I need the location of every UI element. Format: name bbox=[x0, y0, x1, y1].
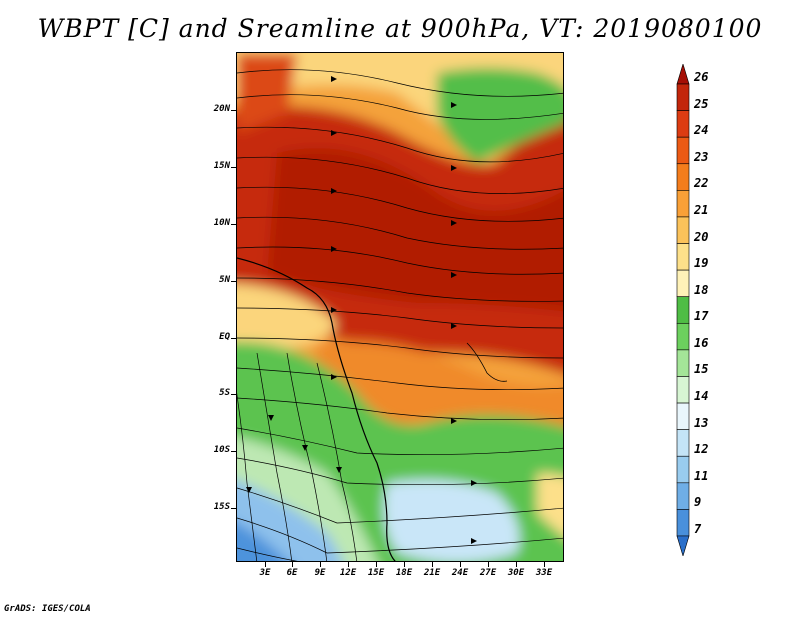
coastline bbox=[237, 257, 396, 561]
lat-tick: EQ bbox=[219, 332, 230, 342]
lat-tick-mark bbox=[231, 451, 236, 452]
lake-outline bbox=[466, 342, 508, 382]
colorbar-label: 20 bbox=[694, 229, 709, 244]
colorbar-swatch bbox=[676, 190, 690, 218]
colorbar-swatch bbox=[676, 269, 690, 298]
lat-tick: 10N bbox=[213, 218, 230, 228]
map-panel bbox=[236, 52, 564, 562]
lon-tick-mark bbox=[544, 562, 545, 567]
lon-tick: 3E bbox=[259, 568, 271, 578]
lon-tick-mark bbox=[516, 562, 517, 567]
colorbar-label: 16 bbox=[694, 335, 709, 350]
colorbar-swatch bbox=[676, 402, 690, 430]
colorbar-label: 25 bbox=[694, 96, 709, 111]
lat-tick-mark bbox=[231, 167, 236, 168]
colorbar-swatch bbox=[676, 243, 690, 271]
colorbar-swatch bbox=[676, 376, 690, 404]
colorbar-label: 18 bbox=[694, 282, 709, 297]
colorbar-swatch bbox=[676, 216, 690, 244]
lon-tick: 12E bbox=[339, 568, 357, 578]
colorbar-swatch bbox=[676, 136, 690, 165]
colorbar-swatch bbox=[676, 509, 690, 537]
colorbar-swatch bbox=[676, 110, 690, 138]
colorbar-label: 19 bbox=[694, 256, 709, 271]
lat-tick: 20N bbox=[213, 104, 230, 114]
colorbar-label: 26 bbox=[694, 70, 709, 84]
lon-tick: 21E bbox=[423, 568, 441, 578]
colorbar-bottom-arrow bbox=[676, 535, 690, 558]
field-north-green bbox=[437, 68, 563, 163]
lon-tick: 33E bbox=[535, 568, 553, 578]
lon-tick: 24E bbox=[451, 568, 469, 578]
lon-tick: 18E bbox=[395, 568, 413, 578]
colorbar-top-arrow bbox=[676, 62, 690, 85]
lon-tick: 15E bbox=[367, 568, 385, 578]
lon-tick: 27E bbox=[479, 568, 497, 578]
colorbar-swatch bbox=[676, 296, 690, 324]
field-northwest-orange bbox=[237, 53, 297, 133]
grads-credit: GrADS: IGES/COLA bbox=[4, 604, 91, 614]
colorbar-label: 9 bbox=[694, 495, 702, 510]
lon-tick-mark bbox=[348, 562, 349, 567]
colorbar-swatch bbox=[676, 349, 690, 377]
colorbar-label: 23 bbox=[694, 149, 709, 164]
lon-tick: 30E bbox=[507, 568, 525, 578]
streamline-arrows bbox=[246, 76, 477, 544]
lon-tick: 6E bbox=[286, 568, 298, 578]
lon-tick-mark bbox=[376, 562, 377, 567]
colorbar-label: 12 bbox=[694, 442, 709, 457]
colorbar-swatch bbox=[676, 455, 690, 484]
lon-tick-mark bbox=[460, 562, 461, 567]
colorbar-swatches bbox=[676, 62, 690, 558]
lat-tick: 15S bbox=[213, 502, 230, 512]
lat-tick-mark bbox=[231, 508, 236, 509]
colorbar-swatch bbox=[676, 482, 690, 510]
lon-tick-mark bbox=[292, 562, 293, 567]
lat-tick-mark bbox=[231, 338, 236, 339]
colorbar-label: 17 bbox=[694, 309, 709, 324]
chart-title: WBPT [C] and Sreamline at 900hPa, VT: 20… bbox=[37, 14, 763, 43]
colorbar-label: 13 bbox=[694, 415, 709, 430]
colorbar bbox=[676, 62, 690, 560]
lat-tick-mark bbox=[231, 394, 236, 395]
colorbar-label: 24 bbox=[694, 123, 709, 138]
field-east-yellow bbox=[537, 473, 563, 536]
field-west-yellow bbox=[237, 283, 337, 353]
lon-tick-mark bbox=[404, 562, 405, 567]
field-darkred-core bbox=[267, 148, 563, 312]
field-southeast-lightblue bbox=[383, 479, 520, 561]
lon-tick-mark bbox=[432, 562, 433, 567]
lat-tick: 10S bbox=[213, 445, 230, 455]
lat-tick-mark bbox=[231, 110, 236, 111]
colorbar-label: 11 bbox=[694, 468, 709, 483]
lon-tick-mark bbox=[488, 562, 489, 567]
colorbar-label: 7 bbox=[694, 522, 702, 536]
colorbar-swatch bbox=[676, 163, 690, 191]
streamlines bbox=[237, 69, 563, 561]
colorbar-swatch bbox=[676, 429, 690, 457]
lon-tick-mark bbox=[265, 562, 266, 567]
colorbar-label: 21 bbox=[694, 202, 709, 217]
colorbar-label: 22 bbox=[694, 176, 709, 191]
lat-tick: 5S bbox=[219, 388, 230, 398]
colorbar-swatch bbox=[676, 83, 690, 111]
lon-tick-mark bbox=[320, 562, 321, 567]
lat-tick: 15N bbox=[213, 161, 230, 171]
colorbar-label: 15 bbox=[694, 362, 709, 377]
lon-tick: 9E bbox=[314, 568, 326, 578]
lat-tick: 5N bbox=[219, 275, 230, 285]
colorbar-swatch bbox=[676, 322, 690, 351]
lat-tick-mark bbox=[231, 281, 236, 282]
colorbar-label: 14 bbox=[694, 389, 709, 404]
wbpt-field-map bbox=[237, 53, 563, 561]
lat-tick-mark bbox=[231, 224, 236, 225]
